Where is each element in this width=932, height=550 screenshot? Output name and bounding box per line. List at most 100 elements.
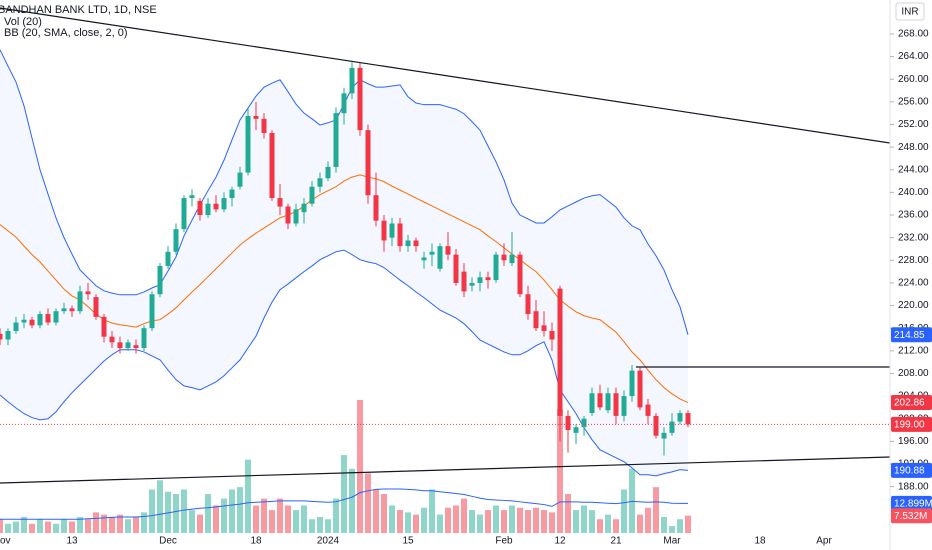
candle-body xyxy=(189,195,195,199)
volume-bar xyxy=(93,512,99,533)
legend-indicator: Vol (20) xyxy=(4,16,42,28)
candle-body xyxy=(501,254,507,261)
candle-body xyxy=(629,370,635,397)
volume-bar xyxy=(125,519,131,533)
candle-body xyxy=(469,282,475,286)
candle-body xyxy=(429,251,435,255)
volume-bar xyxy=(509,505,515,533)
y-tick-label: 208.00 xyxy=(898,368,929,379)
legend-title: BANDHAN BANK LTD, 1D, NSE xyxy=(0,4,157,16)
candle-body xyxy=(157,265,163,295)
volume-bar xyxy=(429,489,435,533)
candle-body xyxy=(45,314,51,323)
volume-bar xyxy=(213,505,219,533)
candle-body xyxy=(405,240,411,247)
volume-bar xyxy=(317,516,323,533)
volume-bar xyxy=(85,519,91,533)
candle-body xyxy=(517,254,523,295)
candle-body xyxy=(101,316,107,337)
volume-bar xyxy=(565,494,571,533)
volume-bar xyxy=(581,505,587,533)
volume-bar xyxy=(549,512,555,533)
candle-body xyxy=(549,331,555,340)
candle-body xyxy=(277,198,283,207)
candle-body xyxy=(197,200,203,216)
volume-bar xyxy=(197,514,203,533)
volume-bar xyxy=(61,519,67,533)
volume-bar xyxy=(13,521,19,533)
y-tick-label: 248.00 xyxy=(898,142,929,153)
y-tick-label: 268.00 xyxy=(898,29,929,40)
candle-body xyxy=(597,393,603,408)
price-badge xyxy=(891,495,932,511)
volume-bar xyxy=(453,505,459,533)
candle-body xyxy=(21,319,27,323)
volume-bar xyxy=(661,516,667,533)
volume-bar xyxy=(0,519,3,533)
price-badge-label: 214.85 xyxy=(894,330,925,341)
price-badge-label: 202.86 xyxy=(894,398,925,409)
volume-bar xyxy=(677,519,683,533)
bb-lower xyxy=(0,249,689,477)
price-badge xyxy=(891,462,932,478)
volume-bar xyxy=(389,505,395,533)
volume-bar xyxy=(237,487,243,533)
candle-body xyxy=(685,413,691,425)
bb-fill xyxy=(0,49,688,476)
volume-bar xyxy=(109,516,115,533)
volume-bar xyxy=(117,514,123,533)
candle-body xyxy=(477,277,483,283)
x-tick-label: 18 xyxy=(250,536,262,547)
volume-bar xyxy=(637,514,643,533)
candle-body xyxy=(341,93,347,114)
candle-body xyxy=(221,198,227,210)
y-tick-label: 260.00 xyxy=(898,74,929,85)
volume-bar xyxy=(621,489,627,533)
volume-bar xyxy=(397,510,403,533)
volume-bar xyxy=(141,512,147,533)
volume-bar xyxy=(29,523,35,533)
candle-body xyxy=(581,418,587,428)
candle-body xyxy=(397,223,403,247)
trend-line xyxy=(0,456,891,484)
volume-bar xyxy=(349,468,355,533)
candle-body xyxy=(677,413,683,422)
candle-body xyxy=(229,189,235,199)
volume-bar xyxy=(525,510,531,533)
volume-bar xyxy=(157,480,163,533)
candle-body xyxy=(653,415,659,436)
candle-body xyxy=(349,67,355,94)
candle-body xyxy=(29,319,35,326)
volume-bar xyxy=(357,400,363,533)
volume-bar xyxy=(405,512,411,533)
volume-bar xyxy=(285,505,291,533)
candle-body xyxy=(573,427,579,433)
volume-bar xyxy=(221,498,227,533)
volume-bar xyxy=(597,519,603,533)
axes: 268.00 264.00 260.00 256.00 252.00 248.00 244.… xyxy=(0,29,932,547)
volume-bar xyxy=(589,510,595,533)
candle-body xyxy=(269,132,275,199)
price-badge xyxy=(891,395,932,411)
currency-box[interactable] xyxy=(895,2,925,21)
volume-bar xyxy=(261,498,267,533)
candle-body xyxy=(669,421,675,433)
volume-bar xyxy=(77,516,83,533)
candle-body xyxy=(541,325,547,332)
volume-bar xyxy=(133,516,139,533)
volume-bar xyxy=(477,514,483,533)
candle-body xyxy=(141,328,147,348)
candle-body xyxy=(53,311,59,323)
candle-body xyxy=(325,166,331,179)
candle-body xyxy=(453,254,459,283)
volume-bar xyxy=(269,510,275,533)
candle-body xyxy=(173,229,179,252)
candle-body xyxy=(5,331,11,340)
volume-bar xyxy=(533,507,539,533)
y-tick-label: 232.00 xyxy=(898,232,929,243)
x-tick-label: 12 xyxy=(554,536,566,547)
legend-indicator: BB (20, SMA, close, 2, 0) xyxy=(4,27,128,39)
candle-body xyxy=(557,288,563,416)
price-axis xyxy=(890,0,932,550)
